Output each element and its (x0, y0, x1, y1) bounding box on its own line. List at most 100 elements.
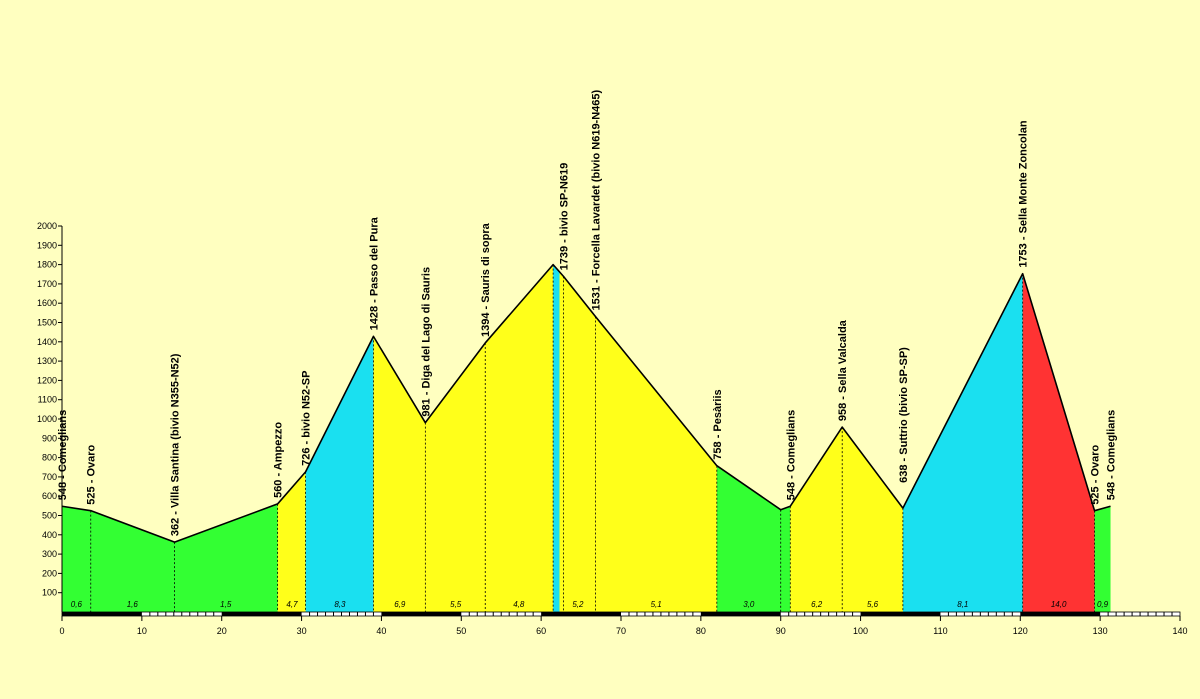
x-tick-label-20: 20 (217, 626, 227, 636)
x-tick-label-100: 100 (853, 626, 868, 636)
km-bar-mark-65 (580, 612, 582, 616)
km-bar-mark-1 (69, 612, 71, 616)
segment-distance-label-13: 8,1 (957, 600, 968, 609)
km-bar-mark-53 (484, 612, 486, 616)
km-bar-mark-83 (724, 612, 726, 616)
km-bar-mark-87 (756, 612, 758, 616)
waypoint-label-12: 958 - Sella Valcalda (837, 319, 849, 421)
y-tick-label-1300: 1300 (37, 356, 57, 366)
segment-distance-label-7: 4,8 (513, 600, 525, 609)
y-tick-label-600: 600 (42, 491, 57, 501)
km-bar-mark-111 (947, 612, 949, 616)
x-tick-label-130: 130 (1093, 626, 1108, 636)
x-tick-label-50: 50 (456, 626, 466, 636)
segment-fill-7 (902, 273, 1023, 612)
km-bar-mark-37 (356, 612, 358, 616)
km-bar-mark-97 (836, 612, 838, 616)
waypoint-label-3: 560 - Ampezzo (273, 422, 285, 498)
km-bar-mark-122 (1035, 612, 1037, 616)
profile-line (61, 263, 1111, 543)
segment-distance-label-0: 0,6 (71, 600, 83, 609)
km-bar-mark-115 (979, 612, 981, 616)
segment-fill-4 (559, 271, 717, 612)
km-bar-mark-2 (77, 612, 79, 616)
y-tick-label-900: 900 (42, 433, 57, 443)
km-bar-mark-18 (205, 612, 207, 616)
km-bar-mark-17 (197, 612, 199, 616)
segment-fill-8 (1022, 273, 1095, 612)
km-bar-mark-79 (692, 612, 694, 616)
segment-distance-label-11: 6,2 (811, 600, 823, 609)
km-bar-mark-62 (556, 612, 558, 616)
km-bar-mark-43 (404, 612, 406, 616)
km-bar-mark-75 (660, 612, 662, 616)
km-bar-mark-64 (572, 612, 574, 616)
km-bar-mark-104 (892, 612, 894, 616)
segment-distance-label-8: 5,2 (572, 600, 584, 609)
segment-fill-5 (716, 465, 791, 612)
km-bar-mark-136 (1147, 612, 1149, 616)
waypoint-label-11: 548 - Comeglians (785, 410, 797, 500)
y-tick-label-1500: 1500 (37, 318, 57, 328)
y-tick-label-700: 700 (42, 472, 57, 482)
km-bar-mark-51 (468, 612, 470, 616)
waypoint-label-7: 1394 - Sauris di sopra (480, 222, 492, 337)
x-tick-label-30: 30 (297, 626, 307, 636)
km-bar-mark-57 (516, 612, 518, 616)
profile-line-group (61, 263, 1111, 543)
km-bar-mark-116 (987, 612, 989, 616)
km-bar-mark-101 (868, 612, 870, 616)
waypoint-label-15: 525 - Ovaro (1090, 444, 1102, 504)
y-tick-label-500: 500 (42, 511, 57, 521)
km-bar-mark-56 (508, 612, 510, 616)
segment-fill-10 (277, 471, 306, 612)
km-bar-mark-6 (109, 612, 111, 616)
km-bar-mark-82 (716, 612, 718, 616)
segment-fill-9 (1094, 506, 1111, 612)
km-bar-mark-119 (1011, 612, 1013, 616)
segment-fill-2 (373, 264, 554, 612)
x-axis: 0 10 20 30 40 50 60 70 80 90 100 110 120 130 140 (59, 616, 1188, 636)
segment-distance-label-3: 4,7 (286, 600, 298, 609)
km-bar-mark-25 (261, 612, 263, 616)
km-bar-mark-109 (931, 612, 933, 616)
km-bar-mark-16 (189, 612, 191, 616)
km-bar-mark-47 (436, 612, 438, 616)
km-bar-mark-77 (676, 612, 678, 616)
km-bar-mark-23 (245, 612, 247, 616)
km-bar-mark-118 (1003, 612, 1005, 616)
km-bar-mark-38 (364, 612, 366, 616)
x-tick-label-70: 70 (616, 626, 626, 636)
y-tick-label-300: 300 (42, 549, 57, 559)
y-tick-label-1200: 1200 (37, 375, 57, 385)
km-bar-mark-107 (915, 612, 917, 616)
km-bar-mark-99 (852, 612, 854, 616)
km-bar-mark-81 (708, 612, 710, 616)
km-bar-mark-73 (644, 612, 646, 616)
y-axis: 100 200 300 400 500 600 700 800 900 1000 1100 1200 1… (37, 221, 63, 612)
km-bar-mark-86 (748, 612, 750, 616)
waypoint-label-9: 1531 - Forcella Lavardet (bivio N619-N46… (590, 89, 602, 310)
km-bar-mark-134 (1131, 612, 1133, 616)
segment-distance-label-5: 6,9 (394, 600, 406, 609)
km-bar-mark-95 (820, 612, 822, 616)
km-bar-mark-3 (85, 612, 87, 616)
km-bar-mark-133 (1123, 612, 1125, 616)
km-bar-mark-34 (333, 612, 335, 616)
km-bar-mark-137 (1155, 612, 1157, 616)
km-bar-mark-11 (149, 612, 151, 616)
y-tick-label-1600: 1600 (37, 298, 57, 308)
km-bar-mark-108 (923, 612, 925, 616)
waypoint-label-4: 726 - bivio N52-SP (301, 371, 313, 466)
km-bar-mark-4 (93, 612, 95, 616)
km-bar-mark-55 (500, 612, 502, 616)
km-bar-mark-128 (1083, 612, 1085, 616)
km-bar-mark-125 (1059, 612, 1061, 616)
km-bar-mark-85 (740, 612, 742, 616)
x-tick-label-80: 80 (696, 626, 706, 636)
y-tick-label-1700: 1700 (37, 279, 57, 289)
km-bar-mark-5 (101, 612, 103, 616)
km-bar-mark-113 (963, 612, 965, 616)
x-tick-label-60: 60 (536, 626, 546, 636)
